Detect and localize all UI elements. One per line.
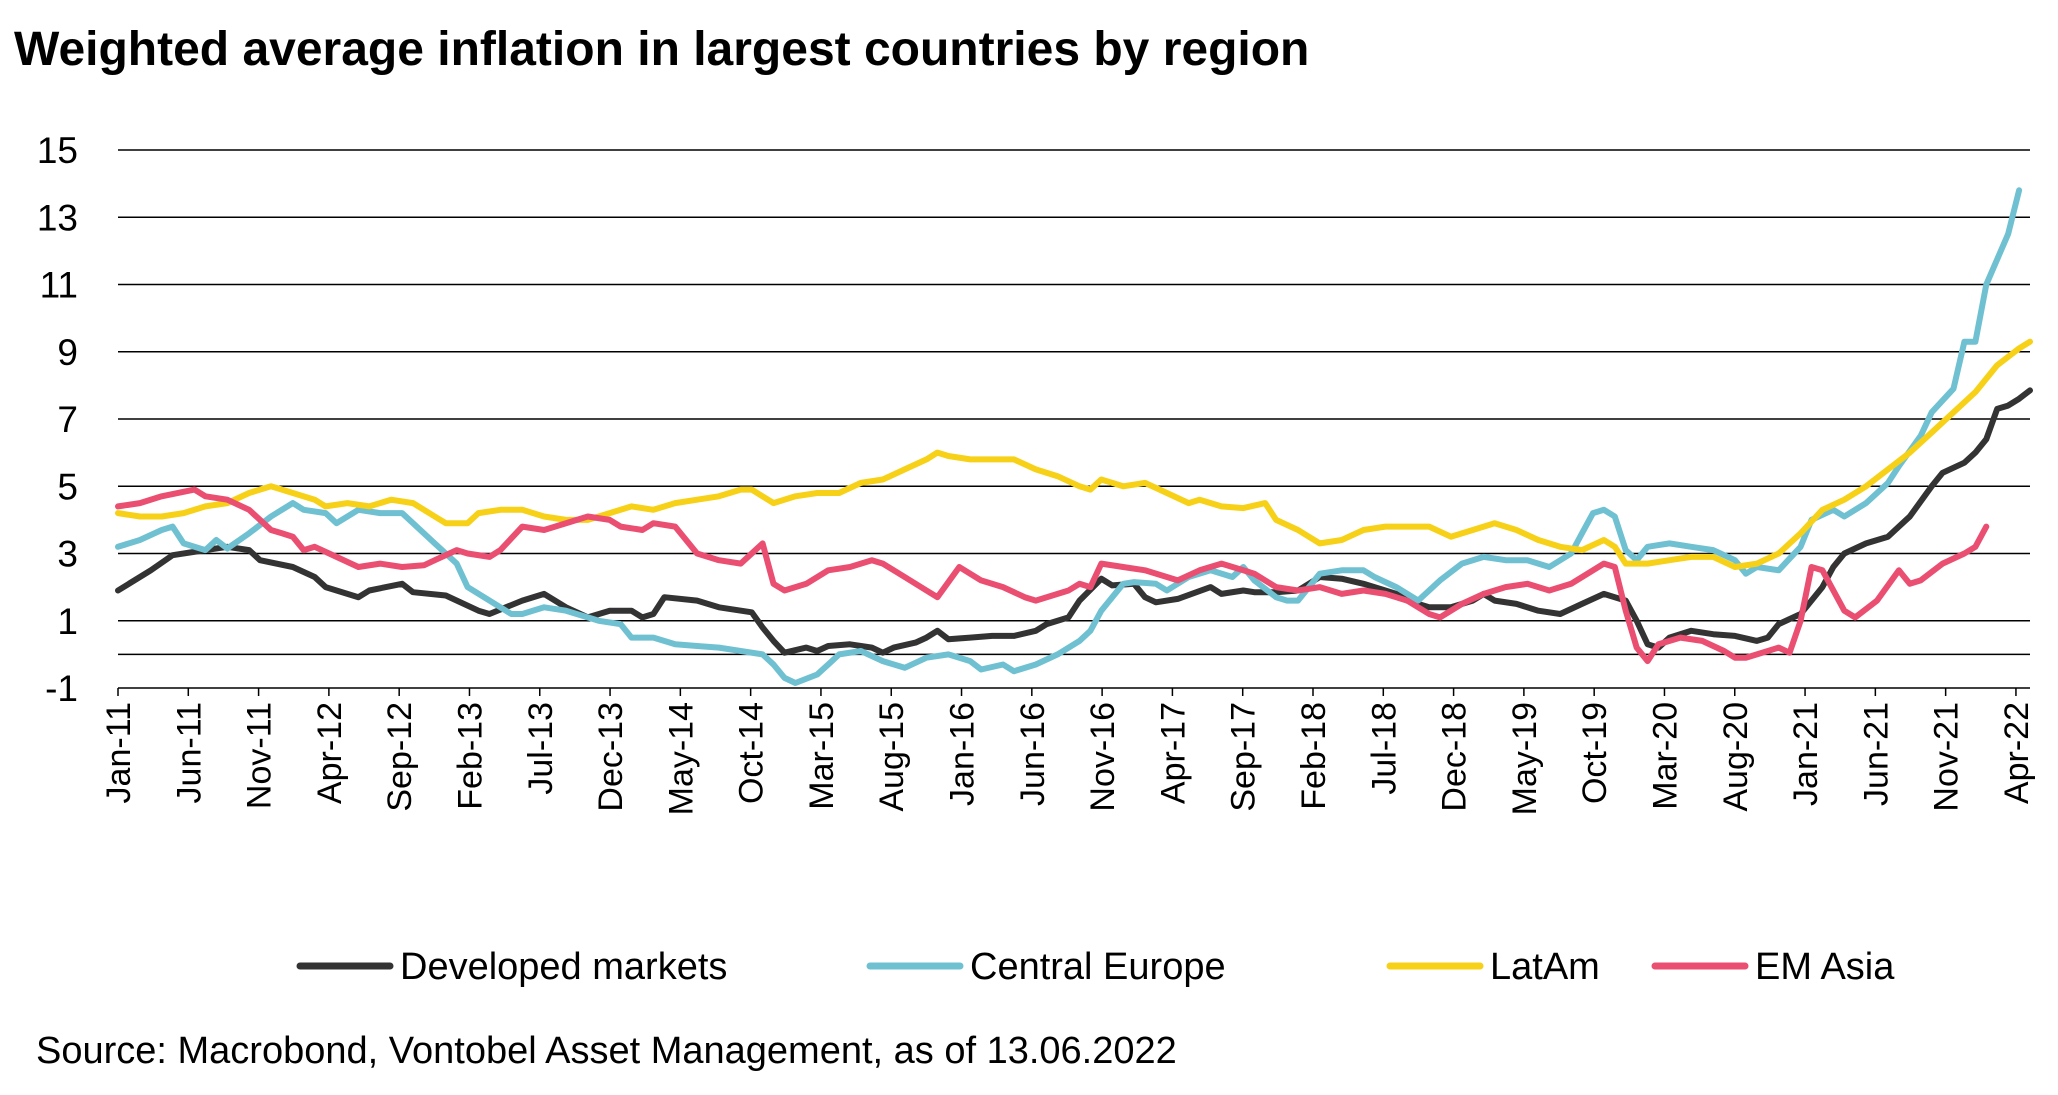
x-tick-label: Jan-11 <box>100 702 138 803</box>
x-tick-label: Aug-20 <box>1717 702 1755 812</box>
x-tick-label: May-14 <box>662 702 700 815</box>
y-tick-label: 15 <box>37 130 78 171</box>
y-tick-label: -1 <box>45 668 78 709</box>
x-tick-label: Sep-12 <box>381 702 419 812</box>
x-tick-label: Apr-22 <box>1998 702 2036 804</box>
x-tick-label: Jun-11 <box>170 702 208 803</box>
x-tick-label: Nov-16 <box>1084 702 1122 812</box>
series-line-em-asia <box>115 486 1990 665</box>
legend-label: Central Europe <box>970 946 1226 988</box>
x-tick-label: Dec-13 <box>592 702 630 812</box>
gridlines <box>118 149 2030 689</box>
x-tick-label: Apr-12 <box>311 702 349 804</box>
y-tick-label: 11 <box>40 265 78 306</box>
x-tick-label: Oct-19 <box>1576 702 1614 804</box>
y-tick-label: 1 <box>57 601 78 642</box>
y-tick-label: 3 <box>57 534 78 575</box>
y-tick-label: 5 <box>57 466 78 507</box>
series-lines <box>115 187 2033 686</box>
x-tick-label: Feb-18 <box>1295 702 1333 810</box>
legend-label: Developed markets <box>400 946 727 988</box>
x-tick-label: Mar-15 <box>803 702 841 810</box>
x-tick-label: Dec-18 <box>1436 702 1474 812</box>
legend-label: LatAm <box>1490 946 1600 988</box>
x-tick-label: Aug-15 <box>873 702 911 812</box>
x-tick-label: Oct-14 <box>733 702 771 804</box>
x-tick-label: Feb-13 <box>451 702 489 810</box>
x-tick-label: Jun-21 <box>1857 702 1895 806</box>
legend: Developed markets Central Europe LatAm EM A… <box>296 946 1895 988</box>
x-tick-label: Jan-16 <box>944 702 982 806</box>
series-line-latam <box>115 338 2033 570</box>
x-tick-label: Nov-11 <box>241 702 279 809</box>
x-axis-ticks: Jan-11 Jun-11 Nov-11 Apr-12 Sep-12 Feb-13 Jul-… <box>100 688 2036 815</box>
x-tick-label: Jul-18 <box>1365 702 1403 795</box>
x-tick-label: Jun-16 <box>1014 702 1052 806</box>
legend-label: EM Asia <box>1755 946 1895 988</box>
x-tick-label: Nov-21 <box>1928 702 1966 812</box>
source-note: Source: Macrobond, Vontobel Asset Manage… <box>36 1030 1177 1072</box>
y-tick-label: 7 <box>57 399 78 440</box>
x-tick-label: May-19 <box>1506 702 1544 815</box>
x-tick-label: Apr-17 <box>1154 702 1192 804</box>
x-tick-label: Sep-17 <box>1225 702 1263 812</box>
series-line-central-europe <box>115 187 2023 686</box>
y-tick-label: 9 <box>57 332 78 373</box>
x-tick-label: Jan-21 <box>1787 702 1825 806</box>
x-tick-label: Mar-20 <box>1646 702 1684 810</box>
chart-title: Weighted average inflation in largest co… <box>14 23 1310 76</box>
series-line-developed-markets <box>115 387 2033 656</box>
y-tick-label: 13 <box>37 197 78 238</box>
x-tick-label: Jul-13 <box>522 702 560 795</box>
